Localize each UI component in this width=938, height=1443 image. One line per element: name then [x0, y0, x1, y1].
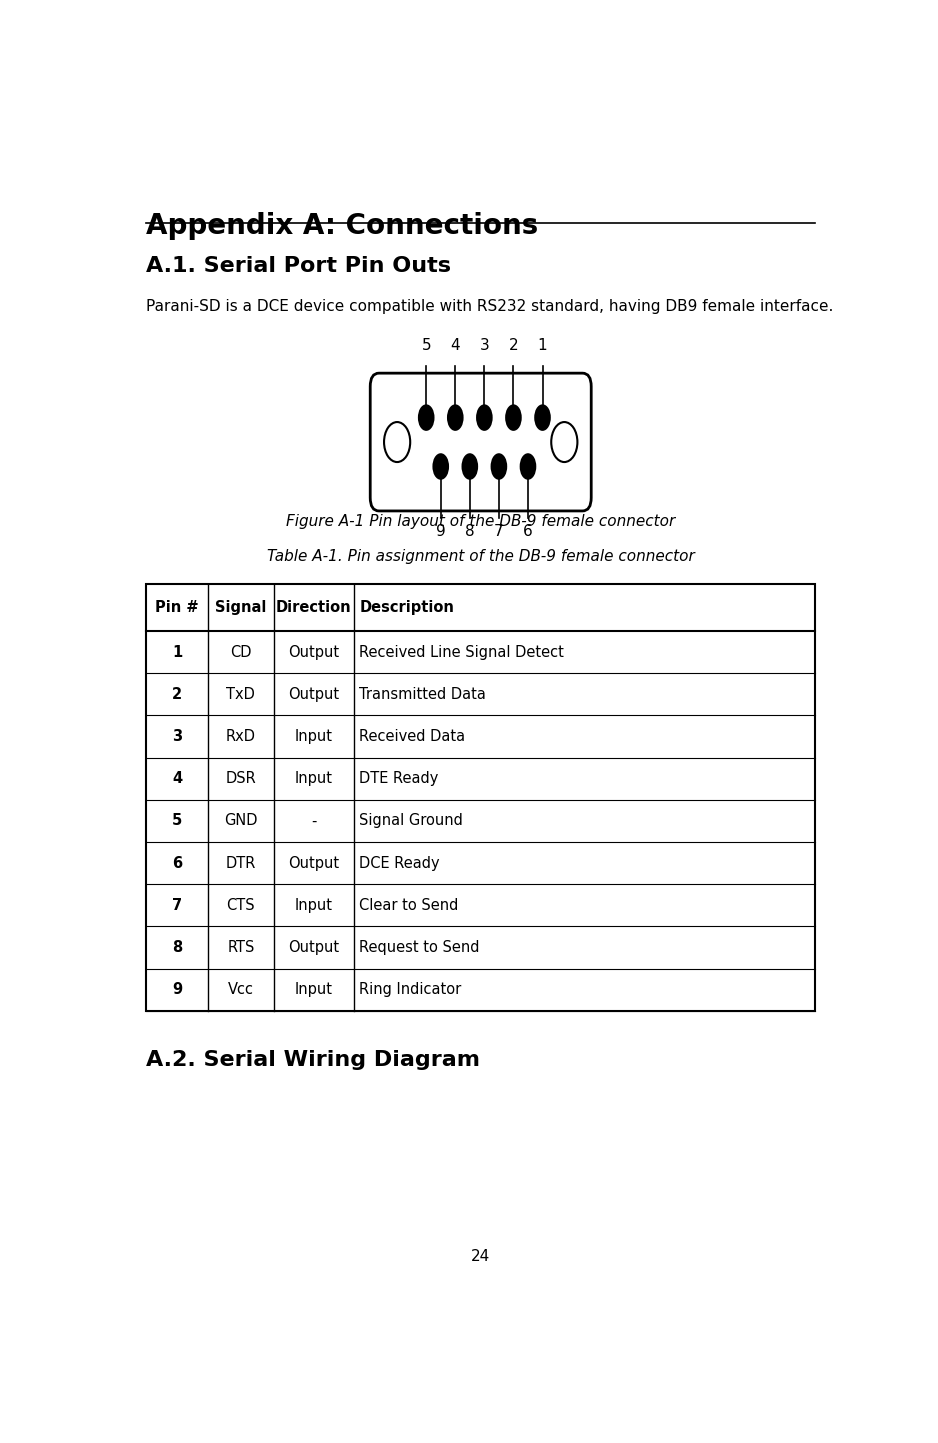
Text: Clear to Send: Clear to Send: [359, 898, 459, 913]
Ellipse shape: [462, 455, 477, 479]
Text: 1: 1: [172, 645, 182, 659]
Text: 5: 5: [421, 338, 431, 354]
Text: RTS: RTS: [227, 939, 254, 955]
Ellipse shape: [477, 405, 492, 430]
Text: Output: Output: [288, 939, 340, 955]
Text: A.2. Serial Wiring Diagram: A.2. Serial Wiring Diagram: [146, 1051, 480, 1069]
Text: GND: GND: [224, 814, 258, 828]
Text: CTS: CTS: [226, 898, 255, 913]
Text: 2: 2: [508, 338, 519, 354]
Text: Input: Input: [295, 771, 333, 786]
Text: 7: 7: [173, 898, 182, 913]
Text: Output: Output: [288, 645, 340, 659]
Text: RxD: RxD: [226, 729, 256, 745]
Text: 24: 24: [471, 1250, 491, 1264]
Text: Input: Input: [295, 983, 333, 997]
Text: DTE Ready: DTE Ready: [359, 771, 439, 786]
Text: DSR: DSR: [225, 771, 256, 786]
FancyBboxPatch shape: [371, 374, 591, 511]
Text: Ring Indicator: Ring Indicator: [359, 983, 461, 997]
Text: Transmitted Data: Transmitted Data: [359, 687, 486, 701]
Text: 2: 2: [173, 687, 182, 701]
Text: 9: 9: [436, 524, 446, 540]
Text: A.1. Serial Port Pin Outs: A.1. Serial Port Pin Outs: [146, 257, 451, 277]
Text: Received Line Signal Detect: Received Line Signal Detect: [359, 645, 564, 659]
Text: 7: 7: [494, 524, 504, 540]
Text: 4: 4: [450, 338, 461, 354]
Ellipse shape: [419, 405, 433, 430]
Text: Pin #: Pin #: [156, 600, 199, 615]
Text: Signal Ground: Signal Ground: [359, 814, 463, 828]
Text: DCE Ready: DCE Ready: [359, 856, 440, 870]
Text: Description: Description: [359, 600, 454, 615]
Ellipse shape: [492, 455, 507, 479]
Text: Request to Send: Request to Send: [359, 939, 480, 955]
Ellipse shape: [507, 405, 521, 430]
Text: Appendix A: Connections: Appendix A: Connections: [146, 212, 538, 240]
Text: 5: 5: [172, 814, 182, 828]
Text: 8: 8: [172, 939, 182, 955]
Text: TxD: TxD: [226, 687, 255, 701]
Text: Parani-SD is a DCE device compatible with RS232 standard, having DB9 female inte: Parani-SD is a DCE device compatible wit…: [146, 299, 834, 313]
Text: Input: Input: [295, 898, 333, 913]
Text: -: -: [310, 814, 316, 828]
Ellipse shape: [433, 455, 448, 479]
Text: 3: 3: [479, 338, 490, 354]
Bar: [146, 584, 815, 1012]
Ellipse shape: [536, 405, 550, 430]
Circle shape: [384, 421, 410, 462]
Ellipse shape: [448, 405, 462, 430]
Text: 8: 8: [465, 524, 475, 540]
Text: 9: 9: [173, 983, 182, 997]
Text: Figure A-1 Pin layout of the DB-9 female connector: Figure A-1 Pin layout of the DB-9 female…: [286, 514, 675, 530]
Text: 4: 4: [173, 771, 182, 786]
Text: Vcc: Vcc: [228, 983, 254, 997]
Text: Direction: Direction: [276, 600, 352, 615]
Text: Output: Output: [288, 856, 340, 870]
Text: Table A-1. Pin assignment of the DB-9 female connector: Table A-1. Pin assignment of the DB-9 fe…: [266, 548, 695, 564]
Text: DTR: DTR: [226, 856, 256, 870]
Text: 1: 1: [537, 338, 548, 354]
Text: Input: Input: [295, 729, 333, 745]
Circle shape: [552, 421, 578, 462]
Text: Received Data: Received Data: [359, 729, 465, 745]
Text: 3: 3: [173, 729, 182, 745]
Text: Signal: Signal: [215, 600, 266, 615]
Text: 6: 6: [523, 524, 533, 540]
Text: 6: 6: [173, 856, 182, 870]
Text: CD: CD: [230, 645, 251, 659]
Text: Output: Output: [288, 687, 340, 701]
Ellipse shape: [521, 455, 536, 479]
